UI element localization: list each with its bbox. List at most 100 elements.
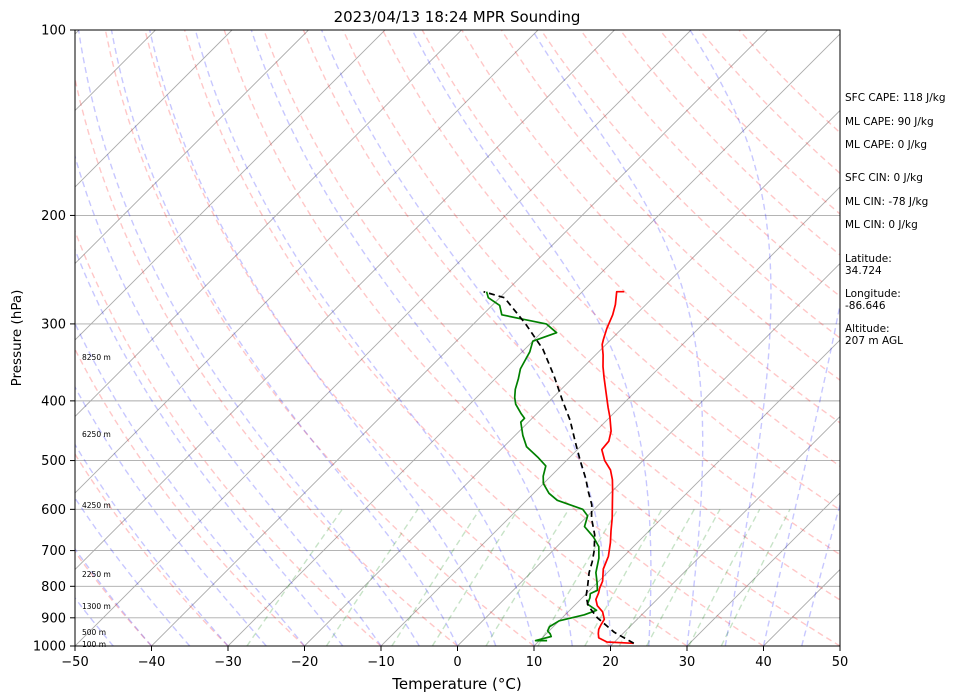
- moist-adiabat: [194, 30, 535, 646]
- moist-adiabat: [110, 30, 459, 646]
- x-axis-label: Temperature (°C): [391, 675, 521, 693]
- mixing-ratio-line: [485, 508, 570, 646]
- moist-adiabat: [762, 301, 840, 646]
- height-label: 4250 m: [82, 501, 111, 510]
- isotherm-line: [75, 30, 692, 646]
- dry-adiabat: [75, 229, 382, 646]
- dry-adiabat: [342, 30, 840, 556]
- dry-adiabat: [104, 30, 535, 646]
- y-tick-label: 700: [41, 544, 66, 559]
- longitude: Longitude: -86.646: [845, 288, 901, 312]
- height-label: 1300 m: [82, 602, 111, 611]
- isotherm-line: [75, 30, 309, 265]
- moist-adiabat: [250, 30, 573, 646]
- moist-adiabat: [75, 247, 344, 646]
- sfc-cape: SFC CAPE: 118 J/kg: [845, 92, 946, 104]
- y-tick-label: 800: [41, 580, 66, 595]
- x-tick-label: 40: [755, 655, 772, 670]
- y-tick-label: 900: [41, 611, 66, 626]
- y-tick-label: 500: [41, 454, 66, 469]
- moist-adiabat: [531, 30, 704, 646]
- x-tick-label: 30: [679, 655, 696, 670]
- moist-adiabat: [77, 30, 420, 646]
- moist-adiabat: [75, 153, 382, 646]
- dry-adiabat: [223, 30, 764, 646]
- y-tick-label: 300: [41, 317, 66, 332]
- isotherm-line: [75, 30, 539, 494]
- moist-adiabat: [75, 596, 114, 646]
- dry-adiabat: [381, 30, 840, 511]
- series-line-0: [595, 290, 634, 645]
- ml-cape-second: ML CAPE: 0 J/kg: [845, 139, 928, 151]
- dry-adiabat: [580, 30, 840, 298]
- isotherm-line: [75, 30, 233, 188]
- height-labels: 100 m 500 m 1300 m 2250 m 4250 m 6250 m 8250 m: [82, 353, 111, 649]
- x-tick-label: −40: [138, 655, 165, 670]
- isotherm-line: [0, 30, 3, 646]
- profiles: [483, 290, 635, 645]
- mixing-ratio-line: [645, 508, 721, 646]
- altitude: Altitude: 207 m AGL: [845, 323, 903, 347]
- sfc-cin: SFC CIN: 0 J/kg: [845, 172, 923, 184]
- isotherm-line: [75, 30, 386, 341]
- dry-adiabat: [75, 452, 229, 646]
- y-tick-label: 100: [41, 24, 66, 39]
- height-label: 500 m: [82, 628, 106, 637]
- x-tick-label: −10: [367, 655, 394, 670]
- isotherm-line: [610, 415, 840, 646]
- height-label: 100 m: [82, 640, 106, 649]
- mixing-ratio-line: [720, 508, 791, 646]
- dry-adiabat: [263, 30, 840, 646]
- mixing-ratio-line: [688, 508, 761, 646]
- plot-frame: [74, 29, 841, 647]
- ml-cin: ML CIN: -78 J/kg: [845, 196, 929, 208]
- background-lines: [0, 30, 840, 646]
- isotherm-line: [304, 109, 840, 646]
- series-line-1: [485, 291, 600, 642]
- isotherm-line: [151, 30, 768, 646]
- y-tick-label: 1000: [33, 640, 66, 655]
- isotherm-line: [380, 186, 840, 646]
- mixing-ratio-line: [431, 508, 519, 646]
- height-label: 8250 m: [82, 353, 111, 362]
- x-tick-label: −20: [291, 655, 318, 670]
- axes: −50 −40 −30 −20 −10 0 10 20 30 40 50 100 200 300 400 50…: [33, 24, 848, 671]
- mixing-ratio-line: [325, 508, 419, 646]
- y-tick-label: 600: [41, 503, 66, 518]
- y-tick-label: 200: [41, 209, 66, 224]
- mixing-ratio-line: [618, 508, 695, 646]
- moist-adiabat: [75, 496, 191, 646]
- x-tick-label: −30: [214, 655, 241, 670]
- isotherm-line: [75, 30, 615, 571]
- dry-adiabat: [75, 75, 458, 646]
- moist-adiabat: [320, 30, 612, 646]
- moist-adiabat: [689, 30, 772, 646]
- height-label: 2250 m: [82, 570, 111, 579]
- x-tick-label: 0: [453, 655, 461, 670]
- dry-adiabat: [144, 30, 611, 646]
- isotherm-line: [533, 339, 840, 646]
- mixing-ratio-line: [391, 508, 481, 646]
- isotherm-line: [75, 30, 462, 418]
- moist-adiabat: [149, 30, 497, 646]
- mixing-ratio-line: [584, 508, 663, 646]
- chart-title: 2023/04/13 18:24 MPR Sounding: [334, 8, 581, 26]
- latitude: Latitude: 34.724: [845, 253, 892, 277]
- y-tick-label: 400: [41, 394, 66, 409]
- dry-adiabat: [183, 30, 688, 646]
- mixing-ratio-line: [246, 508, 343, 646]
- isotherm-line: [457, 262, 840, 646]
- isotherm-line: [686, 492, 840, 646]
- dry-adiabat: [75, 347, 305, 646]
- moist-adiabat: [801, 502, 840, 646]
- moist-adiabat: [411, 30, 652, 646]
- isotherm-line: [227, 33, 840, 646]
- series-line-2: [483, 290, 635, 645]
- height-label: 6250 m: [82, 430, 111, 439]
- y-axis-label: Pressure (hPa): [9, 290, 25, 387]
- x-tick-label: −50: [61, 655, 88, 670]
- x-tick-label: 50: [832, 655, 849, 670]
- moist-adiabat: [75, 443, 229, 646]
- x-tick-label: 10: [526, 655, 543, 670]
